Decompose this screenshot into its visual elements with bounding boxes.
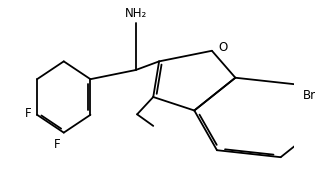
Text: O: O bbox=[218, 41, 228, 54]
Text: Br: Br bbox=[303, 89, 315, 102]
Text: F: F bbox=[25, 107, 32, 120]
Text: F: F bbox=[54, 138, 61, 151]
Text: NH₂: NH₂ bbox=[124, 7, 147, 20]
